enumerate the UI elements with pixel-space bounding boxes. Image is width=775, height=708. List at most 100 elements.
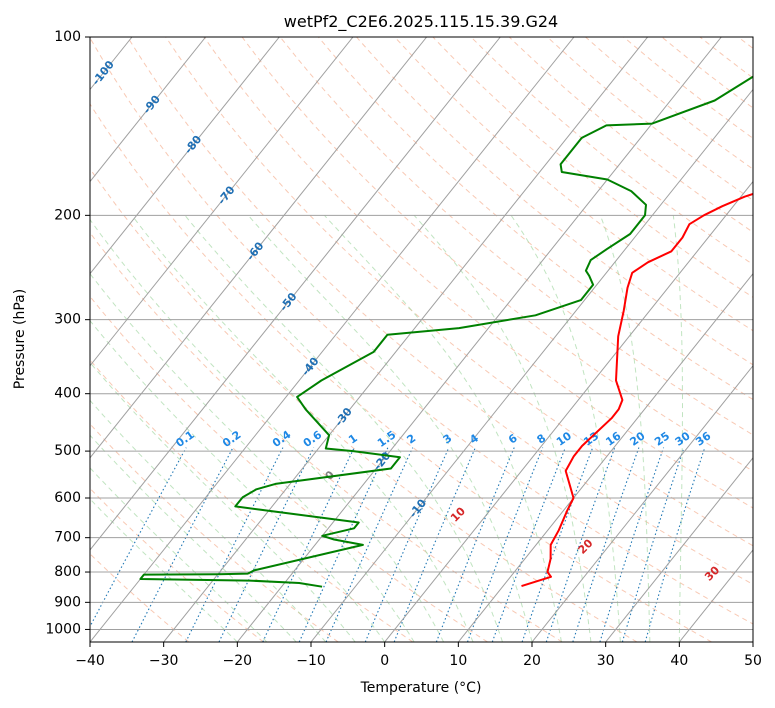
x-tick-label: 10 bbox=[449, 653, 467, 669]
x-tick-label: 30 bbox=[597, 653, 615, 669]
mixing-ratio-label: 0.4 bbox=[270, 428, 294, 450]
dry-adiabat bbox=[127, 37, 753, 585]
isotherm-line bbox=[457, 272, 753, 642]
y-tick-label: 400 bbox=[54, 386, 81, 402]
isotherm-label: -60 bbox=[244, 239, 267, 263]
x-tick-label: 20 bbox=[523, 653, 541, 669]
mixing-ratio-label: 25 bbox=[652, 429, 672, 448]
x-tick-label: −20 bbox=[223, 653, 253, 669]
mixing-ratio-line bbox=[393, 447, 476, 642]
x-axis-label: Temperature (°C) bbox=[360, 680, 482, 696]
mixing-ratio-label: 0.2 bbox=[220, 428, 243, 450]
dry-adiabat bbox=[546, 37, 753, 201]
adiabat-label: 20 bbox=[576, 536, 596, 556]
mixing-ratio-line bbox=[185, 447, 284, 642]
isotherm-label: -50 bbox=[277, 290, 300, 314]
isotherm-label: -80 bbox=[182, 133, 205, 157]
mixing-ratio-line bbox=[262, 447, 355, 642]
dry-adiabat bbox=[90, 487, 264, 642]
mixing-ratio-line bbox=[90, 447, 187, 628]
plot-frame bbox=[89, 36, 754, 643]
dewpoint-line bbox=[139, 75, 753, 588]
y-tick-label: 600 bbox=[54, 490, 81, 506]
dry-adiabat bbox=[165, 37, 753, 547]
mixing-ratio-label: 13 bbox=[581, 429, 601, 448]
dry-adiabat bbox=[90, 231, 563, 642]
y-tick-label: 900 bbox=[54, 594, 81, 610]
moist-adiabat bbox=[90, 434, 297, 642]
y-axis-label: Pressure (hPa) bbox=[12, 289, 28, 389]
moist-adiabat bbox=[672, 215, 683, 642]
isotherm-line bbox=[678, 549, 753, 642]
isotherm-line bbox=[163, 37, 649, 642]
mixing-ratio-label: 3 bbox=[441, 432, 455, 447]
moist-adiabat bbox=[599, 215, 651, 642]
y-tick-label: 700 bbox=[54, 530, 81, 546]
isotherm-label: -40 bbox=[299, 354, 322, 378]
temperature-line bbox=[521, 192, 753, 588]
y-tick-label: 100 bbox=[54, 29, 81, 45]
moist-adiabat bbox=[510, 215, 621, 642]
mixing-ratio-line bbox=[621, 447, 685, 642]
moist-adiabat bbox=[90, 399, 327, 642]
isotherm-line bbox=[605, 457, 753, 642]
mixing-ratio-line bbox=[466, 447, 544, 642]
moist-adiabat bbox=[184, 214, 503, 642]
isotherm-label: -100 bbox=[90, 58, 118, 88]
moist-adiabat bbox=[413, 214, 592, 642]
dry-adiabat bbox=[508, 37, 753, 233]
isotherm-line bbox=[90, 37, 280, 275]
mixing-ratio-label: 1.5 bbox=[375, 428, 398, 450]
dry-adiabat bbox=[203, 37, 753, 509]
chart-title: wetPf2_C2E6.2025.115.15.39.G24 bbox=[284, 12, 558, 32]
x-tick-label: −40 bbox=[75, 653, 105, 669]
moist-adiabat bbox=[90, 467, 268, 642]
mixing-ratio-label: 16 bbox=[603, 429, 623, 449]
moist-adiabat bbox=[247, 214, 533, 642]
mixing-ratio-line bbox=[644, 447, 706, 642]
x-tick-label: 50 bbox=[744, 653, 762, 669]
isotherm-line bbox=[752, 641, 753, 642]
y-tick-label: 500 bbox=[54, 443, 81, 459]
isotherm-line bbox=[90, 37, 207, 183]
isotherm-label: -10 bbox=[407, 496, 430, 520]
dry-adiabat bbox=[90, 103, 712, 642]
mixing-ratio-label: 6 bbox=[506, 431, 520, 446]
isotherm-line bbox=[384, 180, 753, 642]
dry-adiabat bbox=[737, 37, 753, 50]
mixing-ratio-label: 2 bbox=[405, 431, 419, 446]
y-tick-label: 1000 bbox=[45, 621, 81, 637]
x-tick-label: 40 bbox=[670, 653, 688, 669]
dry-adiabat bbox=[90, 553, 190, 642]
mixing-ratio-label: 10 bbox=[554, 429, 574, 449]
isotherm-line bbox=[0, 37, 58, 642]
isotherm-line bbox=[531, 364, 753, 642]
mixing-ratio-label: 0.1 bbox=[173, 428, 196, 450]
dry-adiabat bbox=[584, 37, 753, 170]
isotherm-line bbox=[90, 37, 575, 642]
y-tick-label: 200 bbox=[54, 207, 81, 223]
moist-adiabat bbox=[324, 214, 562, 642]
isotherm-label: -70 bbox=[215, 183, 238, 207]
mixing-ratio-label: 30 bbox=[673, 429, 693, 449]
dry-adiabat bbox=[90, 359, 414, 642]
isotherm-label: -90 bbox=[140, 92, 163, 116]
dry-adiabat bbox=[90, 167, 638, 642]
moist-adiabat bbox=[90, 361, 356, 642]
adiabat-label: 10 bbox=[448, 504, 468, 524]
x-tick-label: 0 bbox=[380, 653, 389, 669]
mixing-ratio-label: 0.6 bbox=[301, 428, 325, 450]
isotherm-line bbox=[90, 37, 428, 459]
isotherm-line bbox=[90, 37, 501, 551]
x-tick-label: −30 bbox=[149, 653, 179, 669]
y-tick-label: 800 bbox=[54, 564, 81, 580]
mixing-ratio-line bbox=[325, 447, 414, 642]
mixing-ratio-label: 8 bbox=[534, 432, 548, 447]
isotherm-line bbox=[90, 37, 354, 367]
mixing-ratio-line bbox=[521, 447, 594, 642]
isotherm-line bbox=[310, 88, 753, 642]
dry-adiabat bbox=[355, 37, 753, 366]
mixing-ratio-line bbox=[491, 447, 566, 642]
mixing-ratio-label: 1 bbox=[346, 431, 360, 446]
